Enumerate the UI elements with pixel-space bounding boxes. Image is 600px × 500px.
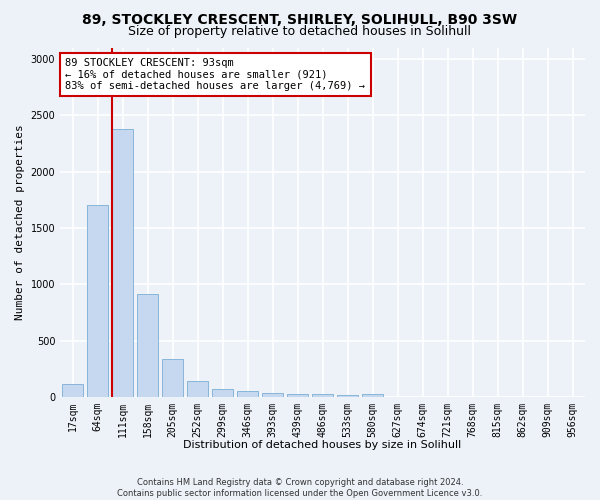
Bar [237, 392, 258, 397]
Bar [162, 359, 183, 397]
Text: 89, STOCKLEY CRESCENT, SHIRLEY, SOLIHULL, B90 3SW: 89, STOCKLEY CRESCENT, SHIRLEY, SOLIHULL… [82, 12, 518, 26]
Y-axis label: Number of detached properties: Number of detached properties [15, 124, 25, 320]
Bar [287, 394, 308, 397]
Bar [312, 394, 333, 397]
Bar [112, 128, 133, 397]
Bar [137, 294, 158, 397]
Bar [337, 395, 358, 397]
Bar [212, 388, 233, 397]
Bar [262, 393, 283, 397]
Bar [387, 396, 408, 397]
Bar [187, 382, 208, 397]
Bar [437, 396, 458, 397]
Text: Contains HM Land Registry data © Crown copyright and database right 2024.
Contai: Contains HM Land Registry data © Crown c… [118, 478, 482, 498]
X-axis label: Distribution of detached houses by size in Solihull: Distribution of detached houses by size … [184, 440, 462, 450]
Text: Size of property relative to detached houses in Solihull: Size of property relative to detached ho… [128, 25, 472, 38]
Bar [62, 384, 83, 397]
Bar [362, 394, 383, 397]
Bar [87, 206, 108, 397]
Text: 89 STOCKLEY CRESCENT: 93sqm
← 16% of detached houses are smaller (921)
83% of se: 89 STOCKLEY CRESCENT: 93sqm ← 16% of det… [65, 58, 365, 91]
Bar [412, 396, 433, 397]
